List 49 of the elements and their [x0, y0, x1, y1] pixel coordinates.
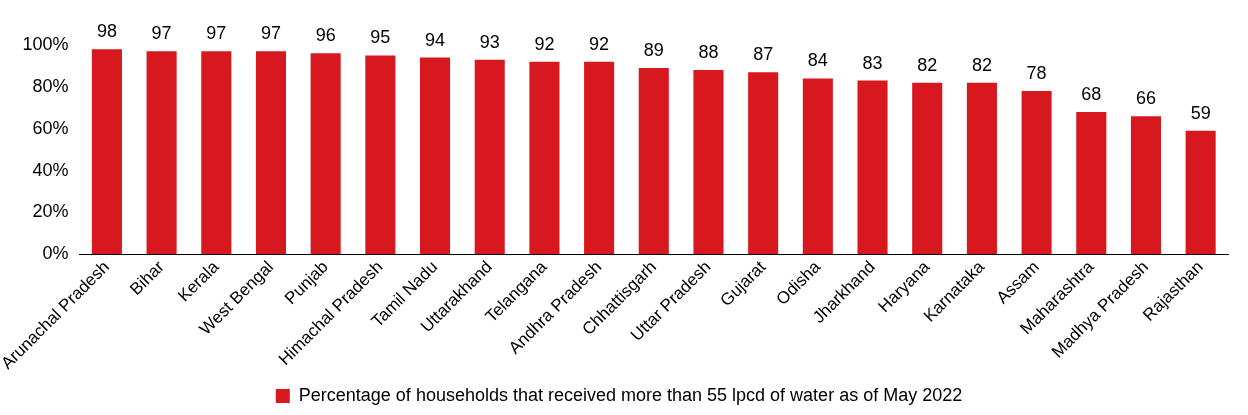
data-label: 89	[643, 40, 664, 60]
bar	[1130, 116, 1162, 255]
data-label: 83	[862, 52, 883, 73]
bar	[584, 61, 615, 255]
bar	[91, 49, 122, 255]
bar	[1185, 130, 1216, 255]
bar	[857, 80, 888, 255]
data-label: 88	[698, 42, 719, 63]
data-label: 87	[753, 44, 774, 65]
data-label: 78	[1026, 63, 1047, 84]
bar	[693, 70, 724, 255]
data-label: 92	[534, 33, 555, 54]
bar	[748, 72, 779, 255]
bar	[146, 51, 177, 255]
data-label: 59	[1190, 102, 1211, 123]
data-label: 97	[206, 23, 227, 44]
y-tick-label: 60%	[32, 117, 69, 138]
bar	[310, 53, 341, 255]
legend-label: Percentage of households that received more than 55 lpcd of water as of May 2022	[298, 384, 963, 405]
data-label: 97	[260, 23, 281, 44]
bar	[365, 55, 396, 255]
bar	[1021, 91, 1052, 255]
y-tick-label: 80%	[32, 75, 69, 96]
data-label: 68	[1081, 83, 1102, 104]
data-label: 96	[315, 25, 336, 46]
bar	[529, 61, 560, 255]
bar	[201, 51, 232, 255]
data-label: 82	[971, 54, 992, 75]
y-tick-label: 0%	[42, 243, 69, 264]
y-tick-label: 40%	[32, 159, 69, 180]
y-tick-label: 20%	[32, 201, 69, 222]
data-label: 82	[917, 54, 938, 75]
bar	[638, 68, 669, 255]
bar	[255, 51, 287, 255]
bar	[966, 82, 997, 255]
data-label: 66	[1135, 88, 1156, 109]
data-label: 92	[589, 33, 610, 54]
bar	[419, 57, 451, 255]
data-label: 84	[807, 50, 828, 71]
bar	[802, 78, 833, 255]
bar	[474, 59, 505, 255]
data-label: 93	[479, 31, 500, 52]
y-tick-label: 100%	[22, 33, 69, 54]
bar	[912, 82, 943, 255]
bar	[1076, 111, 1107, 255]
data-label: 94	[425, 29, 446, 50]
data-label: 98	[96, 21, 117, 42]
data-label: 95	[370, 27, 391, 48]
data-label: 97	[151, 23, 172, 44]
